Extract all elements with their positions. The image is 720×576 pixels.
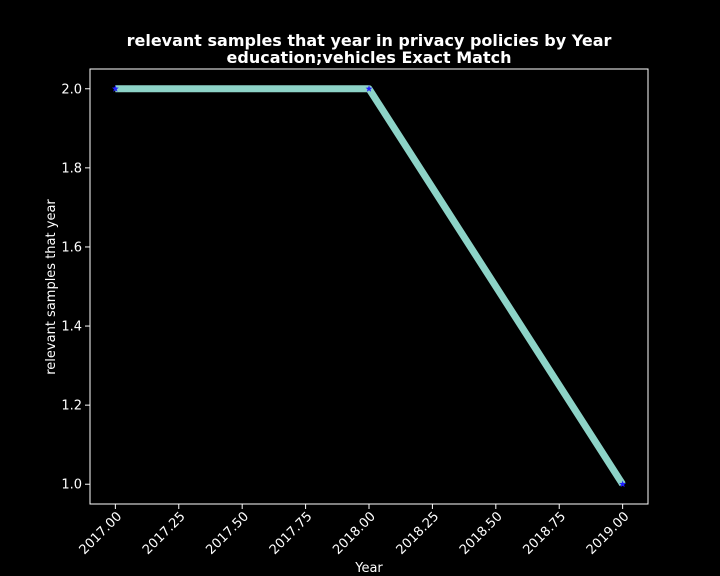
y-tick-label: 1.6: [61, 240, 82, 255]
y-tick-label: 2.0: [61, 82, 82, 97]
y-tick-label: 1.8: [61, 161, 82, 176]
data-point-marker: [365, 85, 373, 92]
y-tick-label: 1.0: [61, 478, 82, 493]
chart-subtitle: education;vehicles Exact Match: [227, 48, 512, 67]
y-tick-label: 1.2: [61, 399, 82, 414]
y-tick-label: 1.4: [61, 320, 82, 335]
data-point-marker: [111, 85, 119, 92]
series-group: [111, 85, 627, 488]
chart-title: relevant samples that year in privacy po…: [127, 31, 612, 50]
data-point-marker: [619, 480, 627, 488]
y-axis-ticks: 1.0 1.2 1.4 1.6 1.8 2.0: [61, 82, 90, 493]
y-axis-label: relevant samples that year: [44, 199, 59, 375]
x-axis-label: Year: [354, 561, 383, 576]
